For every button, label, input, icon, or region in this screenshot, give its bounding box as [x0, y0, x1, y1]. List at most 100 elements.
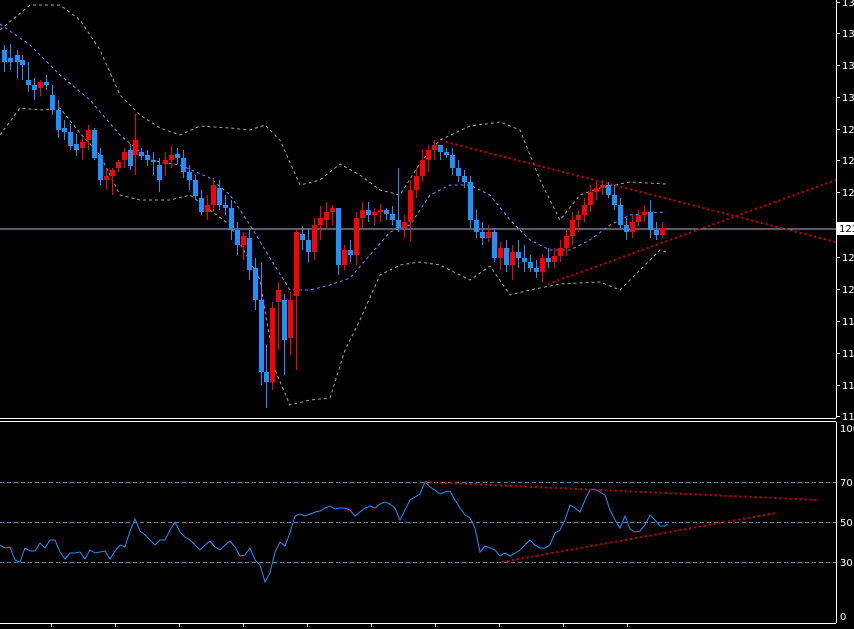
- rsi-label: 70: [840, 478, 853, 489]
- candle: [552, 248, 557, 268]
- price-label: 133: [842, 29, 854, 40]
- candle: [68, 124, 73, 150]
- candle: [145, 150, 150, 166]
- candle: [15, 50, 20, 78]
- price-label: 125: [842, 188, 854, 199]
- candle: [318, 206, 323, 240]
- price-label: 133: [842, 0, 854, 9]
- candle: [241, 232, 246, 260]
- rsi-label: 0: [840, 612, 846, 623]
- candle: [570, 212, 575, 245]
- time-axis-ticks: [51, 623, 628, 627]
- candle: [654, 222, 659, 240]
- candle: [44, 75, 49, 90]
- price-trendlines[interactable]: [445, 141, 837, 285]
- candle: [276, 282, 281, 350]
- current-price-tag: 123: [837, 222, 854, 235]
- candle: [50, 85, 55, 115]
- candle: [205, 195, 210, 220]
- candle: [402, 215, 407, 238]
- candle: [426, 145, 431, 172]
- candle: [217, 180, 222, 210]
- price-label: 126: [842, 156, 854, 167]
- rsi-line: [0, 481, 669, 584]
- candle: [306, 228, 311, 262]
- candle: [594, 182, 599, 200]
- candle: [211, 178, 216, 212]
- candle: [223, 195, 228, 215]
- candle: [169, 146, 174, 168]
- candle: [282, 294, 287, 375]
- candle: [288, 292, 293, 355]
- candle: [372, 208, 377, 225]
- trendline[interactable]: [501, 512, 777, 563]
- price-axis-labels[interactable]: 133 133 131 130 128 126 125 121 120 118 116 115 113: [836, 0, 854, 423]
- candle: [390, 206, 395, 225]
- candle: [660, 222, 665, 238]
- candle: [62, 120, 67, 140]
- candle: [187, 165, 192, 190]
- candle: [618, 198, 623, 228]
- candle: [2, 45, 7, 72]
- candle: [450, 148, 455, 175]
- candle: [414, 168, 419, 198]
- price-pane[interactable]: [0, 4, 837, 408]
- trendline[interactable]: [547, 179, 837, 285]
- candle: [612, 185, 617, 210]
- candle: [456, 160, 461, 182]
- bollinger-middle-band: [0, 23, 667, 291]
- candle: [396, 168, 401, 232]
- price-label: 121: [842, 253, 854, 264]
- candle: [546, 248, 551, 268]
- candle: [324, 202, 329, 230]
- candle: [558, 240, 563, 262]
- candle: [528, 255, 533, 272]
- candle: [116, 160, 121, 172]
- candle: [74, 134, 79, 156]
- candle: [235, 222, 240, 255]
- candle: [80, 136, 85, 160]
- candle: [26, 62, 31, 92]
- candle: [181, 150, 186, 178]
- price-label: 131: [842, 61, 854, 72]
- candle: [348, 240, 353, 262]
- candle: [360, 202, 365, 228]
- price-label: 120: [842, 285, 854, 296]
- rsi-label: 100: [840, 424, 854, 435]
- rsi-trendlines[interactable]: [424, 481, 819, 563]
- candle: [522, 245, 527, 272]
- candle: [384, 208, 389, 220]
- rsi-label: 30: [840, 558, 853, 569]
- trendline[interactable]: [445, 141, 837, 243]
- candle: [606, 182, 611, 198]
- candle: [624, 218, 629, 240]
- price-label: 115: [842, 381, 854, 392]
- candle: [294, 230, 299, 370]
- rsi-level-lines: [0, 482, 836, 563]
- candle: [193, 175, 198, 200]
- bollinger-upper-band: [0, 4, 667, 221]
- candle: [444, 148, 449, 158]
- candle: [270, 302, 275, 390]
- candle: [342, 245, 347, 270]
- candle: [8, 44, 13, 70]
- candle: [582, 198, 587, 222]
- candle: [175, 148, 180, 164]
- candlestick-series: [2, 44, 665, 408]
- candle: [534, 260, 539, 278]
- rsi-label: 50: [840, 518, 853, 529]
- rsi-pane[interactable]: [0, 481, 836, 584]
- candle: [354, 212, 359, 265]
- candle: [110, 168, 115, 195]
- candle: [366, 202, 371, 222]
- candle: [588, 185, 593, 212]
- candle: [312, 218, 317, 260]
- trendline[interactable]: [424, 481, 819, 501]
- price-label: 116: [842, 349, 854, 360]
- candle: [408, 180, 413, 242]
- candle: [330, 205, 335, 225]
- price-label: 128: [842, 125, 854, 136]
- rsi-axis-labels[interactable]: 100 70 50 30 0: [840, 424, 854, 623]
- candle: [420, 150, 425, 182]
